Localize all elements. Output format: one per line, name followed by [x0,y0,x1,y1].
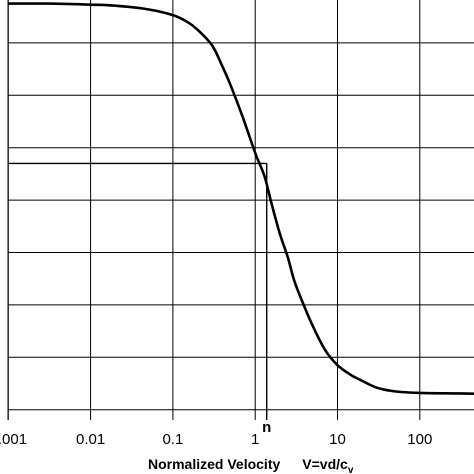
x-axis-label: Normalized Velocity V=vd/cv [148,456,354,474]
x-tick-label: 0.1 [162,431,183,448]
marker-group: n [8,162,271,436]
x-tick-label: 100 [407,431,432,448]
marker-label: n [262,419,271,436]
x-tick-label: 10 [329,431,346,448]
x-axis-label-subscript: v [348,465,354,474]
series-group [8,2,474,395]
x-tick-label: 0.01 [76,431,105,448]
x-tick-label: 0.001 [0,431,27,448]
series-line [8,2,474,395]
x-tick-labels: 0.001 0.01 0.1 1 10 100 [0,431,432,448]
grid-lines [7,0,474,420]
x-tick-label: 1 [251,431,259,448]
x-axis-label-main: Normalized Velocity [148,456,280,472]
x-axis-label-formula: V=vd/c [302,456,348,472]
